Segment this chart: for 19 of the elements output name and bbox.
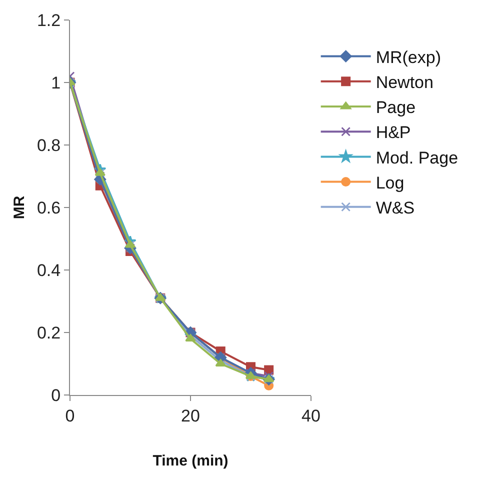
legend-label: W&S xyxy=(376,198,415,218)
legend-label: Page xyxy=(376,98,416,118)
legend-label: Newton xyxy=(376,73,434,92)
x-axis-title: Time (min) xyxy=(152,452,228,470)
x-tick-label: 20 xyxy=(181,406,200,426)
legend-label: MR(exp) xyxy=(376,48,441,67)
y-tick-label: 0 xyxy=(51,386,61,405)
y-tick-label: 0.8 xyxy=(36,136,61,155)
legend-label: Log xyxy=(376,173,404,192)
y-tick-label: 0.2 xyxy=(36,323,61,342)
y-tick-label: 1 xyxy=(51,73,61,92)
legend-label: Mod. Page xyxy=(376,148,458,168)
y-tick-label: 1.2 xyxy=(36,10,61,30)
x-tick-label: 0 xyxy=(65,406,75,426)
y-tick-label: 0.4 xyxy=(36,260,61,280)
y-tick-label: 0.6 xyxy=(36,198,61,218)
legend-label: H&P xyxy=(376,123,411,142)
x-tick-label: 40 xyxy=(302,406,320,426)
y-axis-title: MR xyxy=(11,196,28,220)
